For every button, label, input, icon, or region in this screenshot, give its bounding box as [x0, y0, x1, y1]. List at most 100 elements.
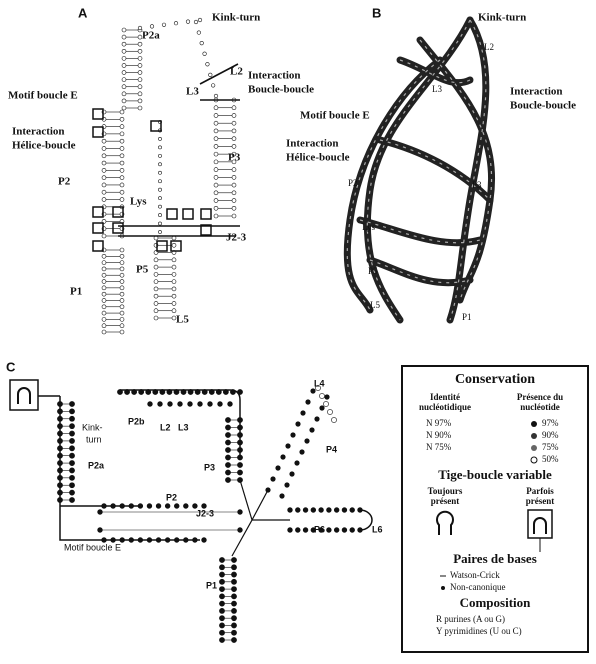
nucleotide	[69, 452, 75, 459]
nucleotide	[310, 507, 317, 513]
nucleotide	[213, 213, 219, 219]
nucleotide	[295, 527, 301, 533]
legend-symbol	[531, 421, 537, 427]
nucleotide	[137, 503, 144, 509]
nucleotide	[119, 124, 125, 129]
nucleotide	[121, 27, 127, 33]
nucleotide	[314, 416, 320, 422]
nucleotide	[299, 449, 305, 455]
label: Hélice-boucle	[12, 140, 76, 152]
nucleotide	[57, 408, 63, 415]
interaction-box	[170, 240, 182, 252]
label: P2	[348, 178, 358, 188]
label: L2	[484, 42, 494, 52]
nucleotide	[119, 197, 125, 202]
nucleotide	[215, 389, 222, 395]
label: P1	[206, 580, 217, 590]
nucleotide	[57, 423, 63, 430]
nucleotide	[197, 401, 203, 407]
nucleotide	[205, 62, 210, 67]
label: L3	[186, 86, 199, 98]
nucleotide	[57, 415, 63, 422]
label: P2a	[142, 30, 160, 42]
nucleotide	[57, 489, 63, 496]
nucleotide	[231, 629, 237, 636]
nucleotide	[119, 272, 125, 278]
nucleotide	[145, 389, 152, 395]
nucleotide	[183, 503, 189, 509]
nucleotide	[119, 131, 125, 137]
nucleotide	[341, 527, 348, 533]
label: Kink-	[82, 422, 103, 432]
nucleotide	[290, 432, 296, 438]
label: P3	[472, 180, 482, 190]
legend-item: Non-canonique	[450, 582, 505, 592]
nucleotide	[69, 497, 75, 503]
nucleotide	[287, 527, 293, 533]
interaction-box	[92, 126, 104, 138]
label: Interaction	[248, 70, 301, 82]
nucleotide	[119, 260, 125, 265]
nucleotide	[208, 389, 215, 395]
nucleotide	[119, 168, 125, 173]
nucleotide	[137, 48, 143, 54]
nucleotide	[119, 285, 125, 291]
nucleotide	[119, 317, 125, 322]
nucleotide	[158, 230, 162, 234]
legend-item: 97%	[542, 418, 559, 428]
nucleotide	[158, 204, 162, 209]
nucleotide	[219, 637, 225, 643]
tertiary-line	[118, 63, 240, 237]
nucleotide	[121, 84, 127, 90]
label: P3	[228, 152, 241, 164]
nucleotide	[137, 70, 143, 75]
legend-item: R purines (A ou G)	[436, 614, 505, 624]
nucleotide	[219, 629, 225, 636]
nucleotide	[225, 477, 231, 483]
legend-header: Présence du	[517, 392, 563, 402]
rna-ribbon	[343, 56, 444, 314]
label: L5	[370, 300, 380, 310]
nucleotide	[280, 454, 286, 460]
nucleotide	[213, 120, 219, 126]
nucleotide	[101, 189, 107, 195]
nucleotide	[225, 462, 231, 468]
nucleotide	[231, 144, 237, 149]
nucleotide	[97, 527, 103, 533]
nucleotide	[201, 537, 207, 543]
nucleotide	[101, 329, 107, 335]
nucleotide	[152, 389, 159, 395]
nucleotide	[349, 527, 355, 533]
nucleotide	[121, 34, 127, 40]
nucleotide	[119, 304, 125, 310]
nucleotide	[196, 30, 201, 35]
nucleotide	[69, 415, 75, 422]
nucleotide	[119, 189, 125, 195]
nucleotide	[171, 242, 177, 248]
nucleotide	[231, 578, 237, 585]
label: P2	[166, 492, 177, 502]
nucleotide	[213, 182, 219, 188]
nucleotide	[119, 537, 125, 543]
stem-loop-box	[9, 379, 39, 411]
nucleotide	[158, 137, 162, 141]
nucleotide	[333, 527, 340, 533]
legend-item: présent	[526, 496, 555, 506]
label: turn	[86, 434, 102, 444]
legend-header: nucléotidique	[419, 402, 471, 412]
nucleotide	[231, 205, 237, 211]
nucleotide	[119, 146, 125, 151]
nucleotide	[101, 310, 107, 316]
label: Boucle-boucle	[510, 100, 576, 112]
nucleotide	[69, 423, 75, 430]
structure-drawing	[9, 16, 495, 643]
nucleotide	[121, 48, 127, 54]
nucleotide	[137, 105, 143, 111]
label: Kink-turn	[212, 12, 260, 24]
stem-loop-box	[527, 509, 553, 539]
nucleotide	[101, 291, 107, 297]
nucleotide	[137, 77, 143, 82]
nucleotide	[207, 401, 213, 407]
nucleotide	[225, 454, 231, 461]
label: P3	[204, 462, 215, 472]
